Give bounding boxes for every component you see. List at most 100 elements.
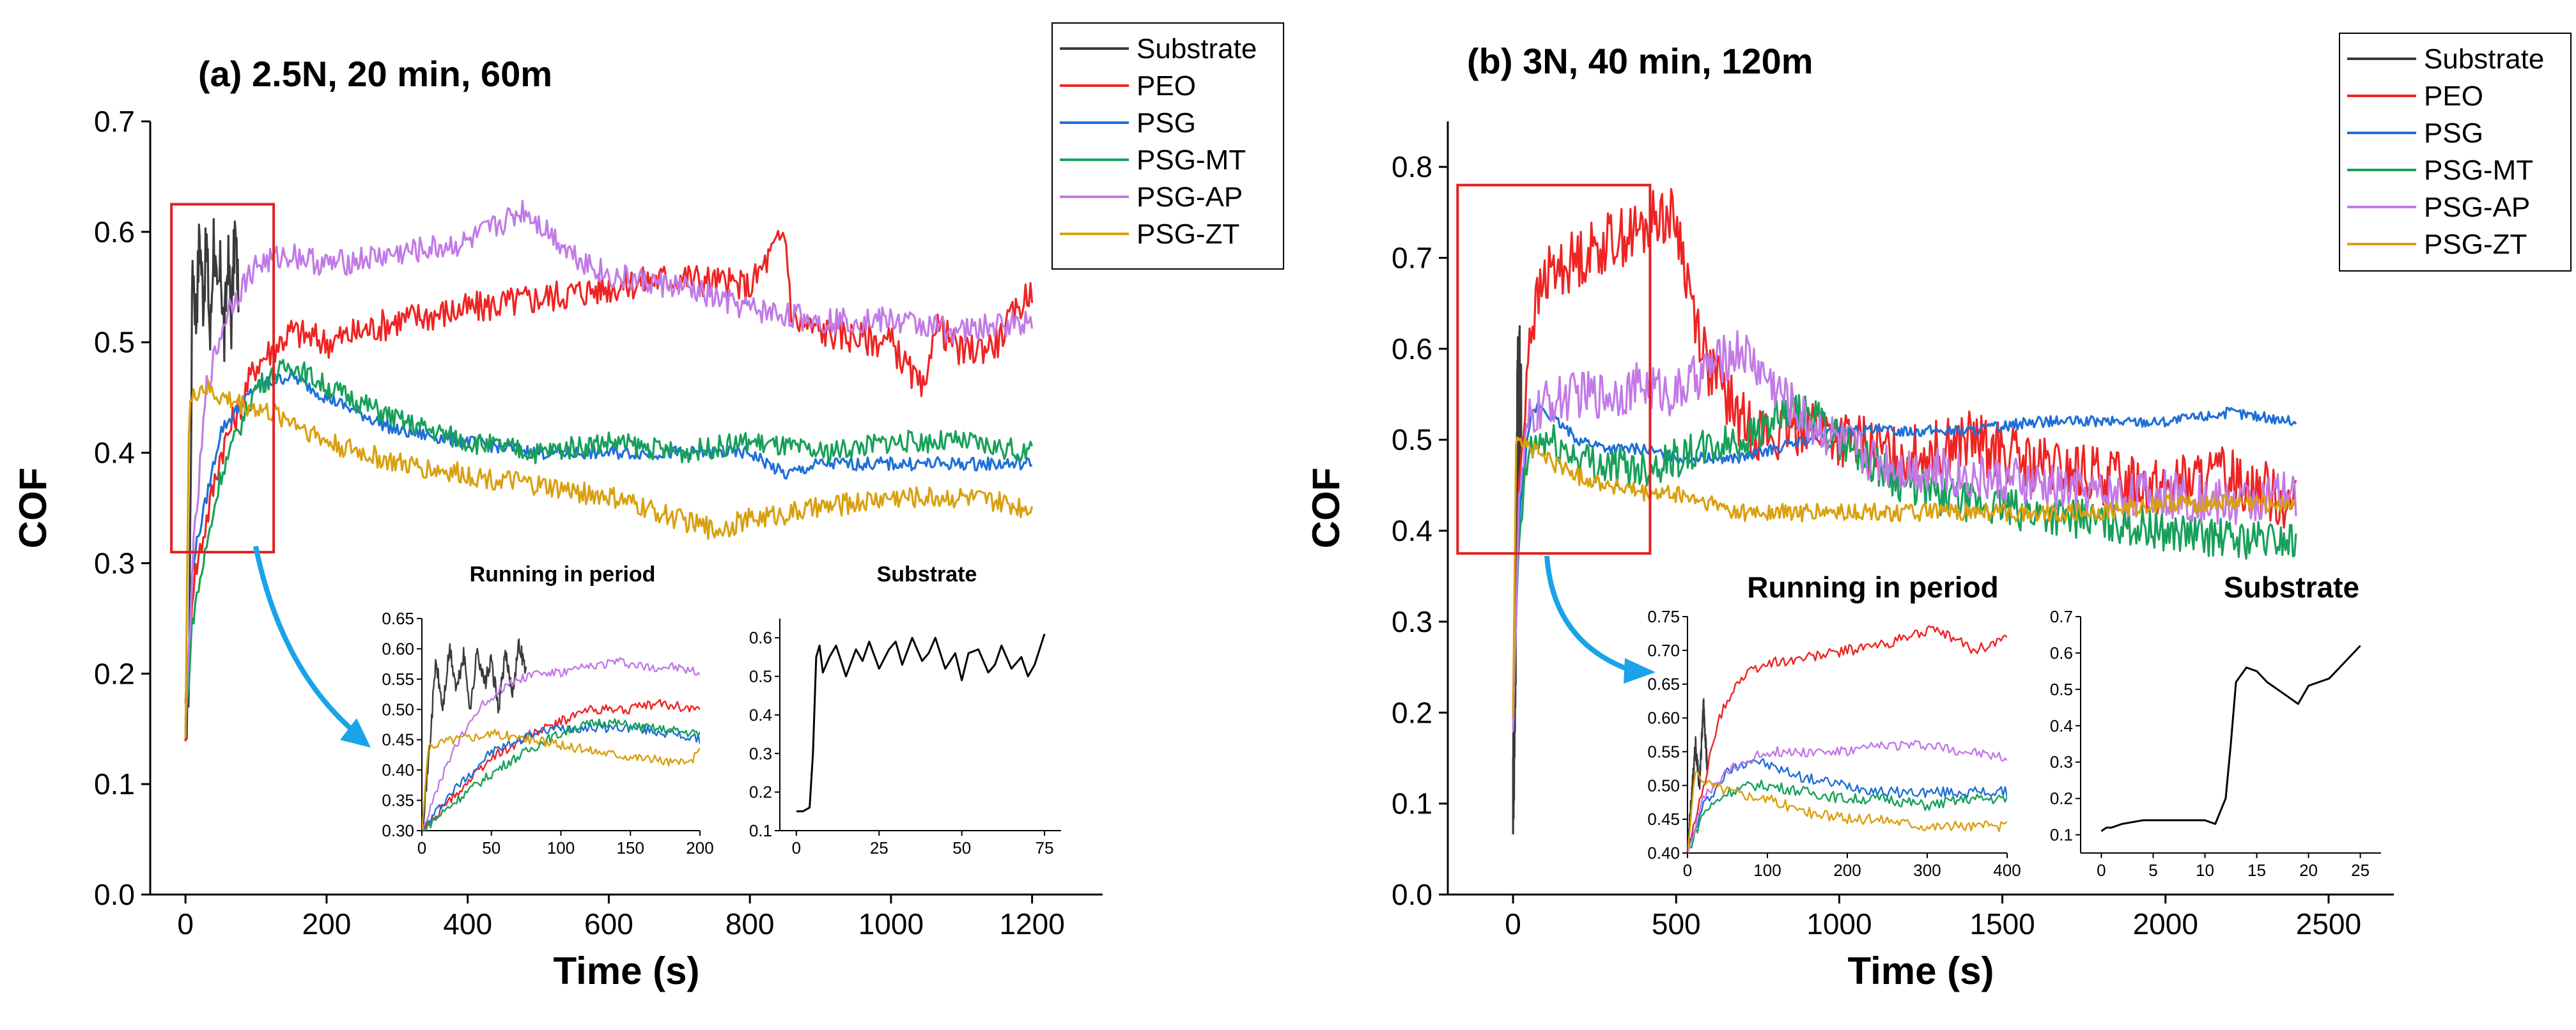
inset-a-inset-substrate: 0.1 0.2 0.3 0.4 0.5 0.6 0 25 50 75 Substrate — [749, 562, 1061, 857]
inset-x-tick-label: 200 — [686, 838, 713, 857]
inset-y-tick-label: 0.6 — [749, 628, 772, 647]
zoom-arrow-head — [1624, 658, 1656, 684]
inset-y-tick-label: 0.30 — [382, 821, 414, 840]
inset-y-tick-label: 0.45 — [1647, 810, 1680, 829]
series-line-substrate — [1512, 325, 1523, 834]
series-line-psg-ap — [1512, 330, 2297, 732]
inset-series-group — [2100, 645, 2361, 833]
legend: Substrate PEO PSG PSG-MT PSG-AP PSG-ZT — [1051, 22, 1284, 270]
inset-line-peo — [1688, 625, 2007, 853]
panel-title: (b) 3N, 40 min, 120m — [1467, 41, 1813, 81]
inset-x-tick-label: 0 — [417, 838, 426, 857]
inset-y-tick-label: 0.4 — [749, 705, 772, 725]
inset-line-substrate — [2100, 645, 2361, 833]
chart-panel-b: 0.00.10.20.30.40.50.60.70.80 500 1000 1500 2… — [1305, 33, 2572, 992]
legend-label: PSG-AP — [1137, 181, 1243, 213]
inset-series-group — [422, 638, 700, 831]
inset-y-tick-label: 0.50 — [1647, 776, 1680, 795]
x-tick-label: 2000 — [2133, 907, 2198, 941]
legend-label: Substrate — [1137, 33, 1257, 65]
legend-label: PEO — [1137, 70, 1196, 102]
legend: Substrate PEO PSG PSG-MT PSG-AP PSG-ZT — [2339, 33, 2572, 272]
series-line-psg-ap — [184, 199, 1034, 720]
inset-x-tick-label: 50 — [482, 838, 500, 857]
x-tick-label: 1000 — [1806, 907, 1872, 941]
y-tick-label: 0.3 — [94, 546, 135, 580]
y-tick-label: 0.7 — [1392, 242, 1432, 275]
inset-y-tick-label: 0.7 — [2050, 607, 2073, 626]
y-tick-label: 0.1 — [94, 767, 135, 801]
inset-series-group — [796, 633, 1046, 813]
inset-x-tick-label: 100 — [547, 838, 575, 857]
inset-y-tick-label: 0.45 — [382, 730, 414, 749]
x-tick-label: 1200 — [999, 907, 1064, 941]
inset-x-tick-label: 20 — [2299, 861, 2318, 880]
inset-title: Substrate — [877, 562, 977, 587]
x-axis-title: Time (s) — [1848, 949, 1994, 992]
y-tick-label: 0.2 — [94, 657, 135, 690]
y-tick-label: 0.8 — [1392, 150, 1432, 183]
inset-y-tick-label: 0.3 — [2050, 753, 2073, 772]
inset-y-tick-label: 0.75 — [1647, 607, 1680, 626]
inset-a-inset-running: 0.30 0.35 0.40 0.45 0.50 0.55 0.60 0.65 0 50 100 15… — [382, 562, 713, 857]
y-axis-title: COF — [1305, 468, 1347, 549]
series-line-substrate — [184, 218, 240, 740]
running-in-highlight-box — [170, 203, 275, 554]
legend-label: PSG-ZT — [2424, 229, 2527, 260]
inset-b-inset-substrate: 0.1 0.2 0.3 0.4 0.5 0.6 0.7 0 5 10 15 20 25 Substrate — [2050, 571, 2381, 880]
series-line-peo — [184, 229, 1034, 742]
inset-line-psg-zt — [422, 728, 700, 830]
y-tick-label: 0.1 — [1392, 787, 1432, 820]
inset-y-tick-label: 0.65 — [1647, 675, 1680, 694]
legend-label: PSG — [1137, 107, 1196, 139]
inset-x-tick-label: 10 — [2196, 861, 2214, 880]
inset-line-psg-ap — [1688, 739, 2007, 853]
inset-b-inset-running: 0.40 0.45 0.50 0.55 0.60 0.65 0.70 0.75 0 100 200 3… — [1647, 571, 2021, 880]
y-tick-label: 0.4 — [1392, 514, 1432, 548]
y-tick-label: 0.7 — [94, 105, 135, 138]
inset-title: Running in period — [1747, 571, 1999, 604]
inset-line-psg — [422, 722, 700, 831]
inset-x-tick-label: 0 — [2097, 861, 2106, 880]
inset-line-psg-zt — [1688, 771, 2007, 852]
legend-label: PSG-MT — [2424, 155, 2533, 186]
chart-panel-a: 0.0 0.1 0.2 0.3 0.4 0.5 0.6 0.7 0 200 400 600 800 100… — [12, 22, 1284, 992]
zoom-arrow-head — [340, 718, 371, 748]
series-line-psg — [184, 368, 1033, 731]
x-tick-label: 0 — [177, 907, 194, 941]
legend-label: PSG — [2424, 118, 2483, 149]
series-group — [1512, 188, 2297, 834]
inset-y-tick-label: 0.60 — [1647, 709, 1680, 728]
legend-box — [2339, 33, 2572, 272]
inset-line-substrate — [796, 633, 1046, 813]
x-tick-label: 800 — [725, 907, 775, 941]
inset-y-tick-label: 0.65 — [382, 609, 414, 628]
y-tick-label: 0.0 — [1392, 878, 1432, 911]
inset-series-group — [1688, 625, 2007, 853]
y-tick-label: 0.6 — [94, 215, 135, 249]
inset-y-tick-label: 0.5 — [749, 667, 772, 686]
inset-x-tick-label: 50 — [952, 838, 971, 857]
inset-x-tick-label: 200 — [1833, 861, 1861, 880]
running-in-highlight-box — [1456, 183, 1652, 555]
x-tick-label: 1000 — [858, 907, 924, 941]
inset-y-tick-label: 0.60 — [382, 639, 414, 658]
x-tick-label: 2500 — [2296, 907, 2361, 941]
inset-y-tick-label: 0.6 — [2050, 643, 2073, 663]
zoom-arrow — [253, 546, 360, 737]
legend-box — [1051, 22, 1284, 270]
x-tick-label: 400 — [443, 907, 492, 941]
inset-y-tick-label: 0.40 — [1647, 843, 1680, 863]
series-line-psg-zt — [184, 380, 1034, 739]
inset-x-tick-label: 15 — [2247, 861, 2266, 880]
series-line-psg-mt — [1512, 394, 2297, 698]
y-axis-title: COF — [12, 468, 54, 549]
legend-label: PSG-AP — [2424, 192, 2530, 223]
series-line-psg-zt — [1512, 436, 2297, 716]
x-tick-label: 1500 — [1969, 907, 2035, 941]
inset-line-psg-ap — [422, 657, 700, 831]
series-line-psg-mt — [184, 358, 1034, 727]
inset-x-tick-label: 100 — [1753, 861, 1781, 880]
series-group — [184, 199, 1034, 742]
